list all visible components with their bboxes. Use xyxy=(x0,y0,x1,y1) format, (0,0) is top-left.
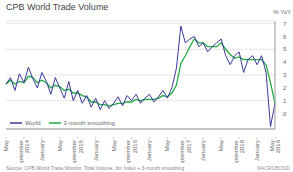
svg-text:4: 4 xyxy=(283,59,285,65)
svg-text:0: 0 xyxy=(283,111,285,117)
svg-text:January: January xyxy=(254,140,260,161)
svg-text:May2019: May2019 xyxy=(269,139,282,153)
html-text:CPB World Trade Volume: CPB World Trade Volume xyxy=(6,2,109,12)
svg-text:May: May xyxy=(111,140,117,151)
svg-text:January: January xyxy=(200,140,206,161)
svg-text:September2015: September2015 xyxy=(71,139,84,163)
html-text:Source: CPB World Trade Monito: Source: CPB World Trade Monitor, Total V… xyxy=(6,165,185,171)
svg-text:May: May xyxy=(218,140,224,151)
svg-text:3: 3 xyxy=(283,72,285,78)
svg-text:May: May xyxy=(164,140,170,151)
svg-text:January: January xyxy=(146,140,152,161)
svg-text:1: 1 xyxy=(283,98,285,104)
svg-text:January: January xyxy=(93,140,99,161)
svg-text:September2017: September2017 xyxy=(179,139,192,163)
html-text:3-month smoothing: 3-month smoothing xyxy=(63,120,115,126)
svg-text:6: 6 xyxy=(283,34,285,40)
svg-text:May: May xyxy=(57,140,63,151)
svg-text:September2016: September2016 xyxy=(125,139,138,163)
html-text:% YoY: % YoY xyxy=(273,9,291,15)
svg-text:September2014: September2014 xyxy=(18,139,31,163)
svg-text:January: January xyxy=(39,140,45,161)
svg-text:May: May xyxy=(8,140,9,151)
svg-text:5: 5 xyxy=(283,46,285,52)
svg-text:2: 2 xyxy=(283,85,285,91)
svg-text:7: 7 xyxy=(283,21,285,27)
svg-text:September2018: September2018 xyxy=(233,139,246,163)
html-text:MACROBOND: MACROBOND xyxy=(256,165,290,171)
html-text:World: World xyxy=(25,120,41,126)
